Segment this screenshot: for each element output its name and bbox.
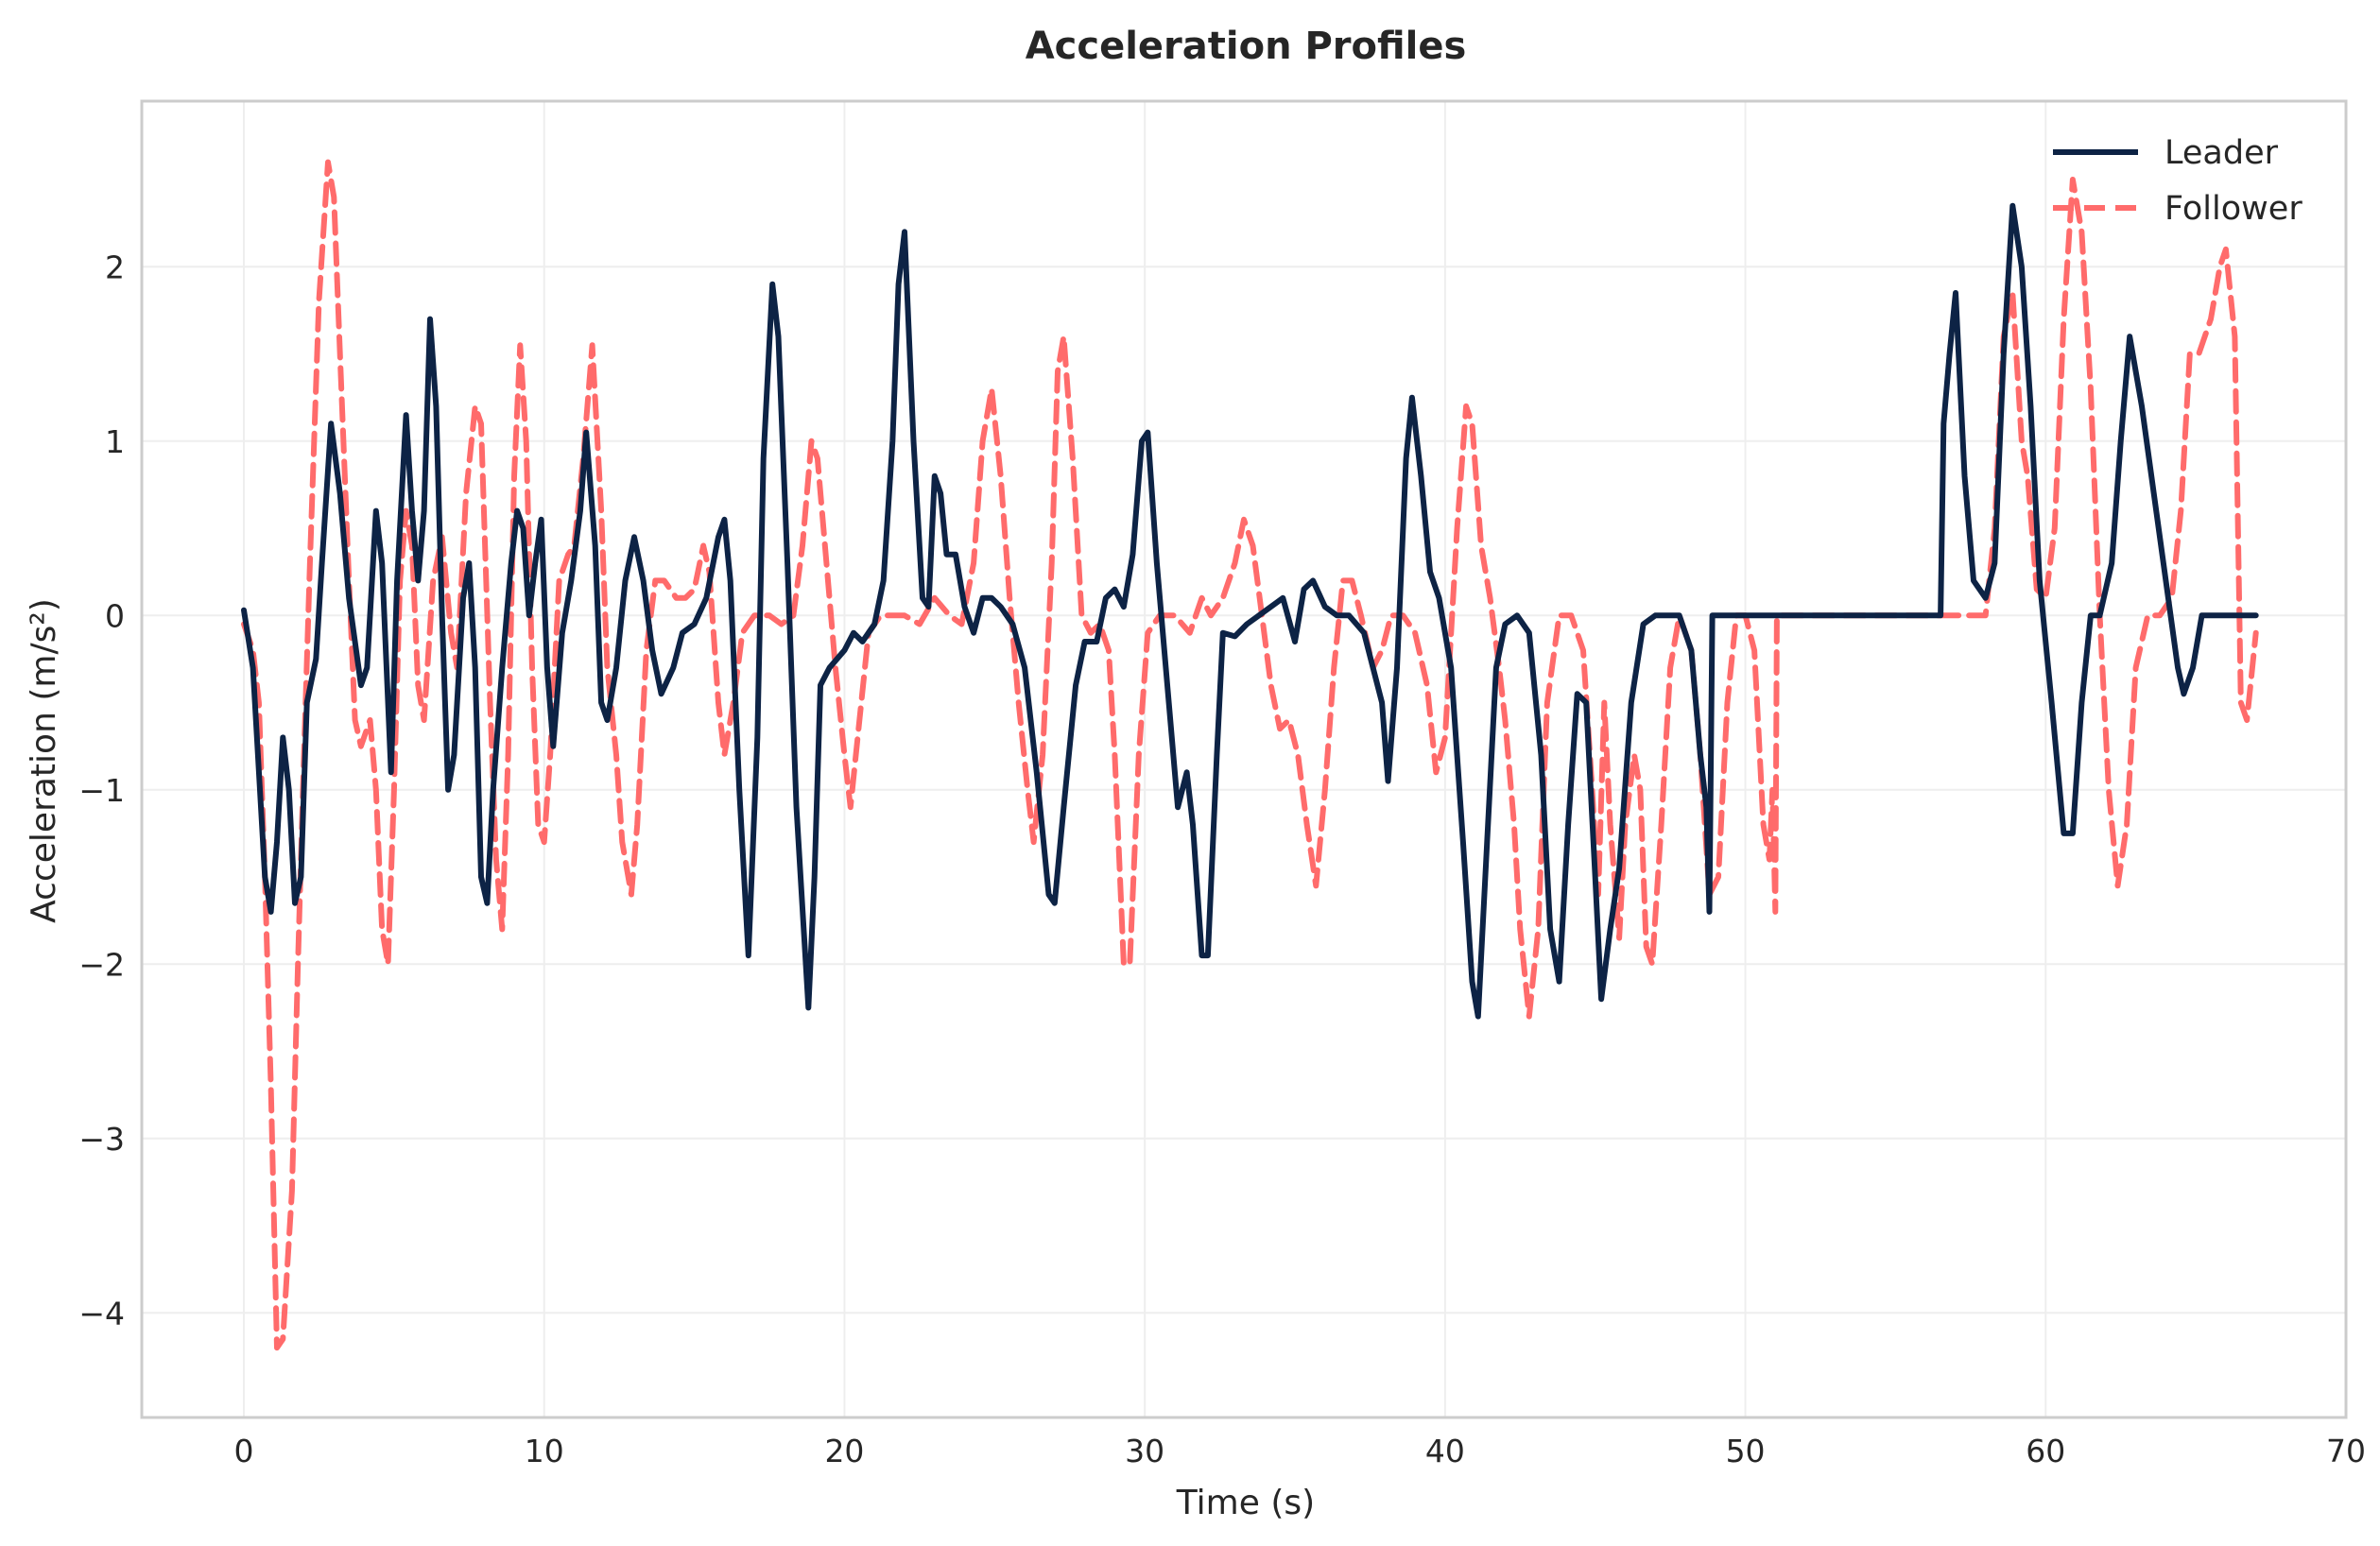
y-tick-label: 2 [105, 249, 125, 285]
series-line-follower [241, 159, 2259, 1351]
x-tick-label: 50 [1726, 1433, 1766, 1469]
x-tick-label: 40 [1425, 1433, 1465, 1469]
chart-title: Acceleration Profiles [1026, 25, 1467, 68]
x-tick-label: 70 [2326, 1433, 2366, 1469]
legend-label-leader: Leader [2164, 134, 2279, 172]
x-tick-label: 0 [234, 1433, 254, 1469]
plot-frame [140, 99, 2348, 1419]
x-axis-label: Time (s) [1176, 1484, 1315, 1522]
y-tick-label: −3 [78, 1121, 125, 1158]
legend: Leader Follower [2053, 134, 2302, 228]
y-axis-label: Acceleration (m/s²) [25, 598, 63, 923]
x-tick-label: 60 [2026, 1433, 2065, 1469]
y-tick-label: −1 [78, 772, 125, 809]
tick-labels: 0 10 20 30 40 50 60 70 −4 −3 −2 −1 0 1 2 [78, 249, 2366, 1469]
y-tick-label: 1 [105, 423, 125, 460]
series-layer [241, 159, 2259, 1351]
y-tick-label: −2 [78, 946, 125, 983]
legend-label-follower: Follower [2164, 190, 2302, 228]
series-line-leader [241, 202, 2259, 1020]
y-tick-label: −4 [78, 1295, 125, 1331]
x-tick-label: 20 [824, 1433, 864, 1469]
y-tick-label: 0 [105, 597, 125, 634]
x-tick-label: 10 [525, 1433, 564, 1469]
x-tick-label: 30 [1125, 1433, 1164, 1469]
